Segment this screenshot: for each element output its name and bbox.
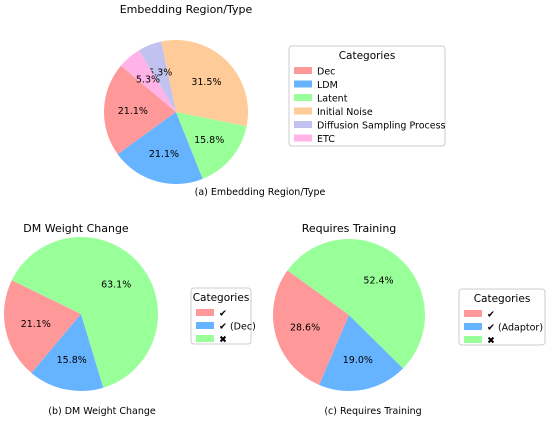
- pie-slice-item-0: [3, 280, 81, 373]
- pie-slice-item-2: [11, 237, 158, 388]
- legend-label-ldm: LDM: [317, 80, 338, 91]
- legend-frame: [458, 288, 546, 346]
- legend-label-dec: Dec: [317, 67, 335, 78]
- legend-swatch: [294, 67, 312, 74]
- pie-slice-latent: [176, 112, 247, 179]
- legend: Categories ✔ ✔ (Dec) ✖: [190, 287, 256, 346]
- legend-swatch: [294, 134, 312, 142]
- legend-swatch: [294, 80, 312, 88]
- slice-value-label: 21.1%: [21, 319, 51, 330]
- legend-label-item-0: ✔: [487, 310, 495, 321]
- legend: Categories Dec LDM Latent Initial Noise Diffu…: [288, 45, 446, 147]
- slice-value-label: 31.5%: [191, 77, 221, 88]
- legend-label-adaptor: ✔ (Adaptor): [487, 323, 543, 334]
- legend-label-etc: ETC: [317, 134, 335, 145]
- chart-title: Requires Training: [302, 222, 397, 235]
- legend-swatch: [294, 121, 312, 128]
- slice-value-label: 21.1%: [118, 106, 148, 117]
- legend-frame: [288, 45, 446, 147]
- chart-embedding-region: Embedding Region/Type 21.1% 21.1% 15.8% 31.5…: [104, 3, 446, 198]
- pie-slice-dec: [31, 314, 104, 392]
- pie-slice-diffusion-sampling-process: [138, 41, 176, 112]
- slice-value-label: 15.8%: [57, 355, 87, 366]
- legend-title: Categories: [193, 292, 250, 304]
- legend-label-item-2: ✖: [487, 336, 495, 347]
- pie-slice-adaptor: [319, 315, 404, 392]
- slice-value-label: 21.1%: [149, 149, 179, 160]
- slice-value-label: 15.8%: [194, 135, 224, 146]
- slice-value-label: 52.4%: [363, 276, 393, 287]
- legend-label-item-2: ✖: [219, 335, 227, 346]
- legend-swatch: [294, 107, 312, 115]
- chart-caption: (a) Embedding Region/Type: [195, 187, 326, 198]
- slice-value-label: 19.0%: [343, 355, 373, 366]
- chart-caption: (b) DM Weight Change: [48, 406, 156, 417]
- pie-slice-item-0: [272, 270, 349, 385]
- legend-swatch: [464, 310, 482, 317]
- chart-requires-training: Requires Training 28.6% 19.0% 52.4% (c) Requ…: [272, 222, 546, 417]
- pie-slice-ldm: [117, 112, 203, 185]
- pie-slice-etc: [120, 50, 176, 112]
- slice-value-label: 28.6%: [290, 323, 320, 334]
- chart-dm-weight-change: DM Weight Change 21.1% 15.8% 63.1% (b) DM We…: [3, 222, 256, 417]
- legend-swatch: [196, 309, 214, 316]
- legend-swatch: [294, 94, 312, 101]
- legend-label-initial-noise: Initial Noise: [317, 107, 373, 118]
- legend-label-dec: ✔ (Dec): [219, 322, 256, 333]
- legend-swatch: [464, 336, 482, 343]
- legend-frame: [190, 287, 252, 345]
- slice-value-label: 5.3%: [136, 75, 160, 86]
- pie-slice-dec: [104, 65, 176, 155]
- pie-slice-item-2: [287, 239, 425, 369]
- legend-label-item-0: ✔: [219, 309, 227, 320]
- chart-title: Embedding Region/Type: [120, 3, 253, 16]
- legend-label-diffusion-sampling-process: Diffusion Sampling Process: [317, 121, 446, 132]
- slice-value-label: 63.1%: [101, 280, 131, 291]
- legend-title: Categories: [474, 293, 531, 305]
- pie-slice-initial-noise: [161, 39, 249, 127]
- legend: Categories ✔ ✔ (Adaptor) ✖: [458, 288, 546, 347]
- legend-swatch: [464, 323, 482, 330]
- legend-swatch: [196, 322, 214, 329]
- chart-caption: (c) Requires Training: [324, 406, 421, 417]
- legend-label-latent: Latent: [317, 94, 348, 105]
- slice-value-label: 5.3%: [148, 67, 172, 78]
- legend-swatch: [196, 335, 214, 342]
- chart-title: DM Weight Change: [23, 222, 129, 235]
- legend-title: Categories: [339, 50, 396, 62]
